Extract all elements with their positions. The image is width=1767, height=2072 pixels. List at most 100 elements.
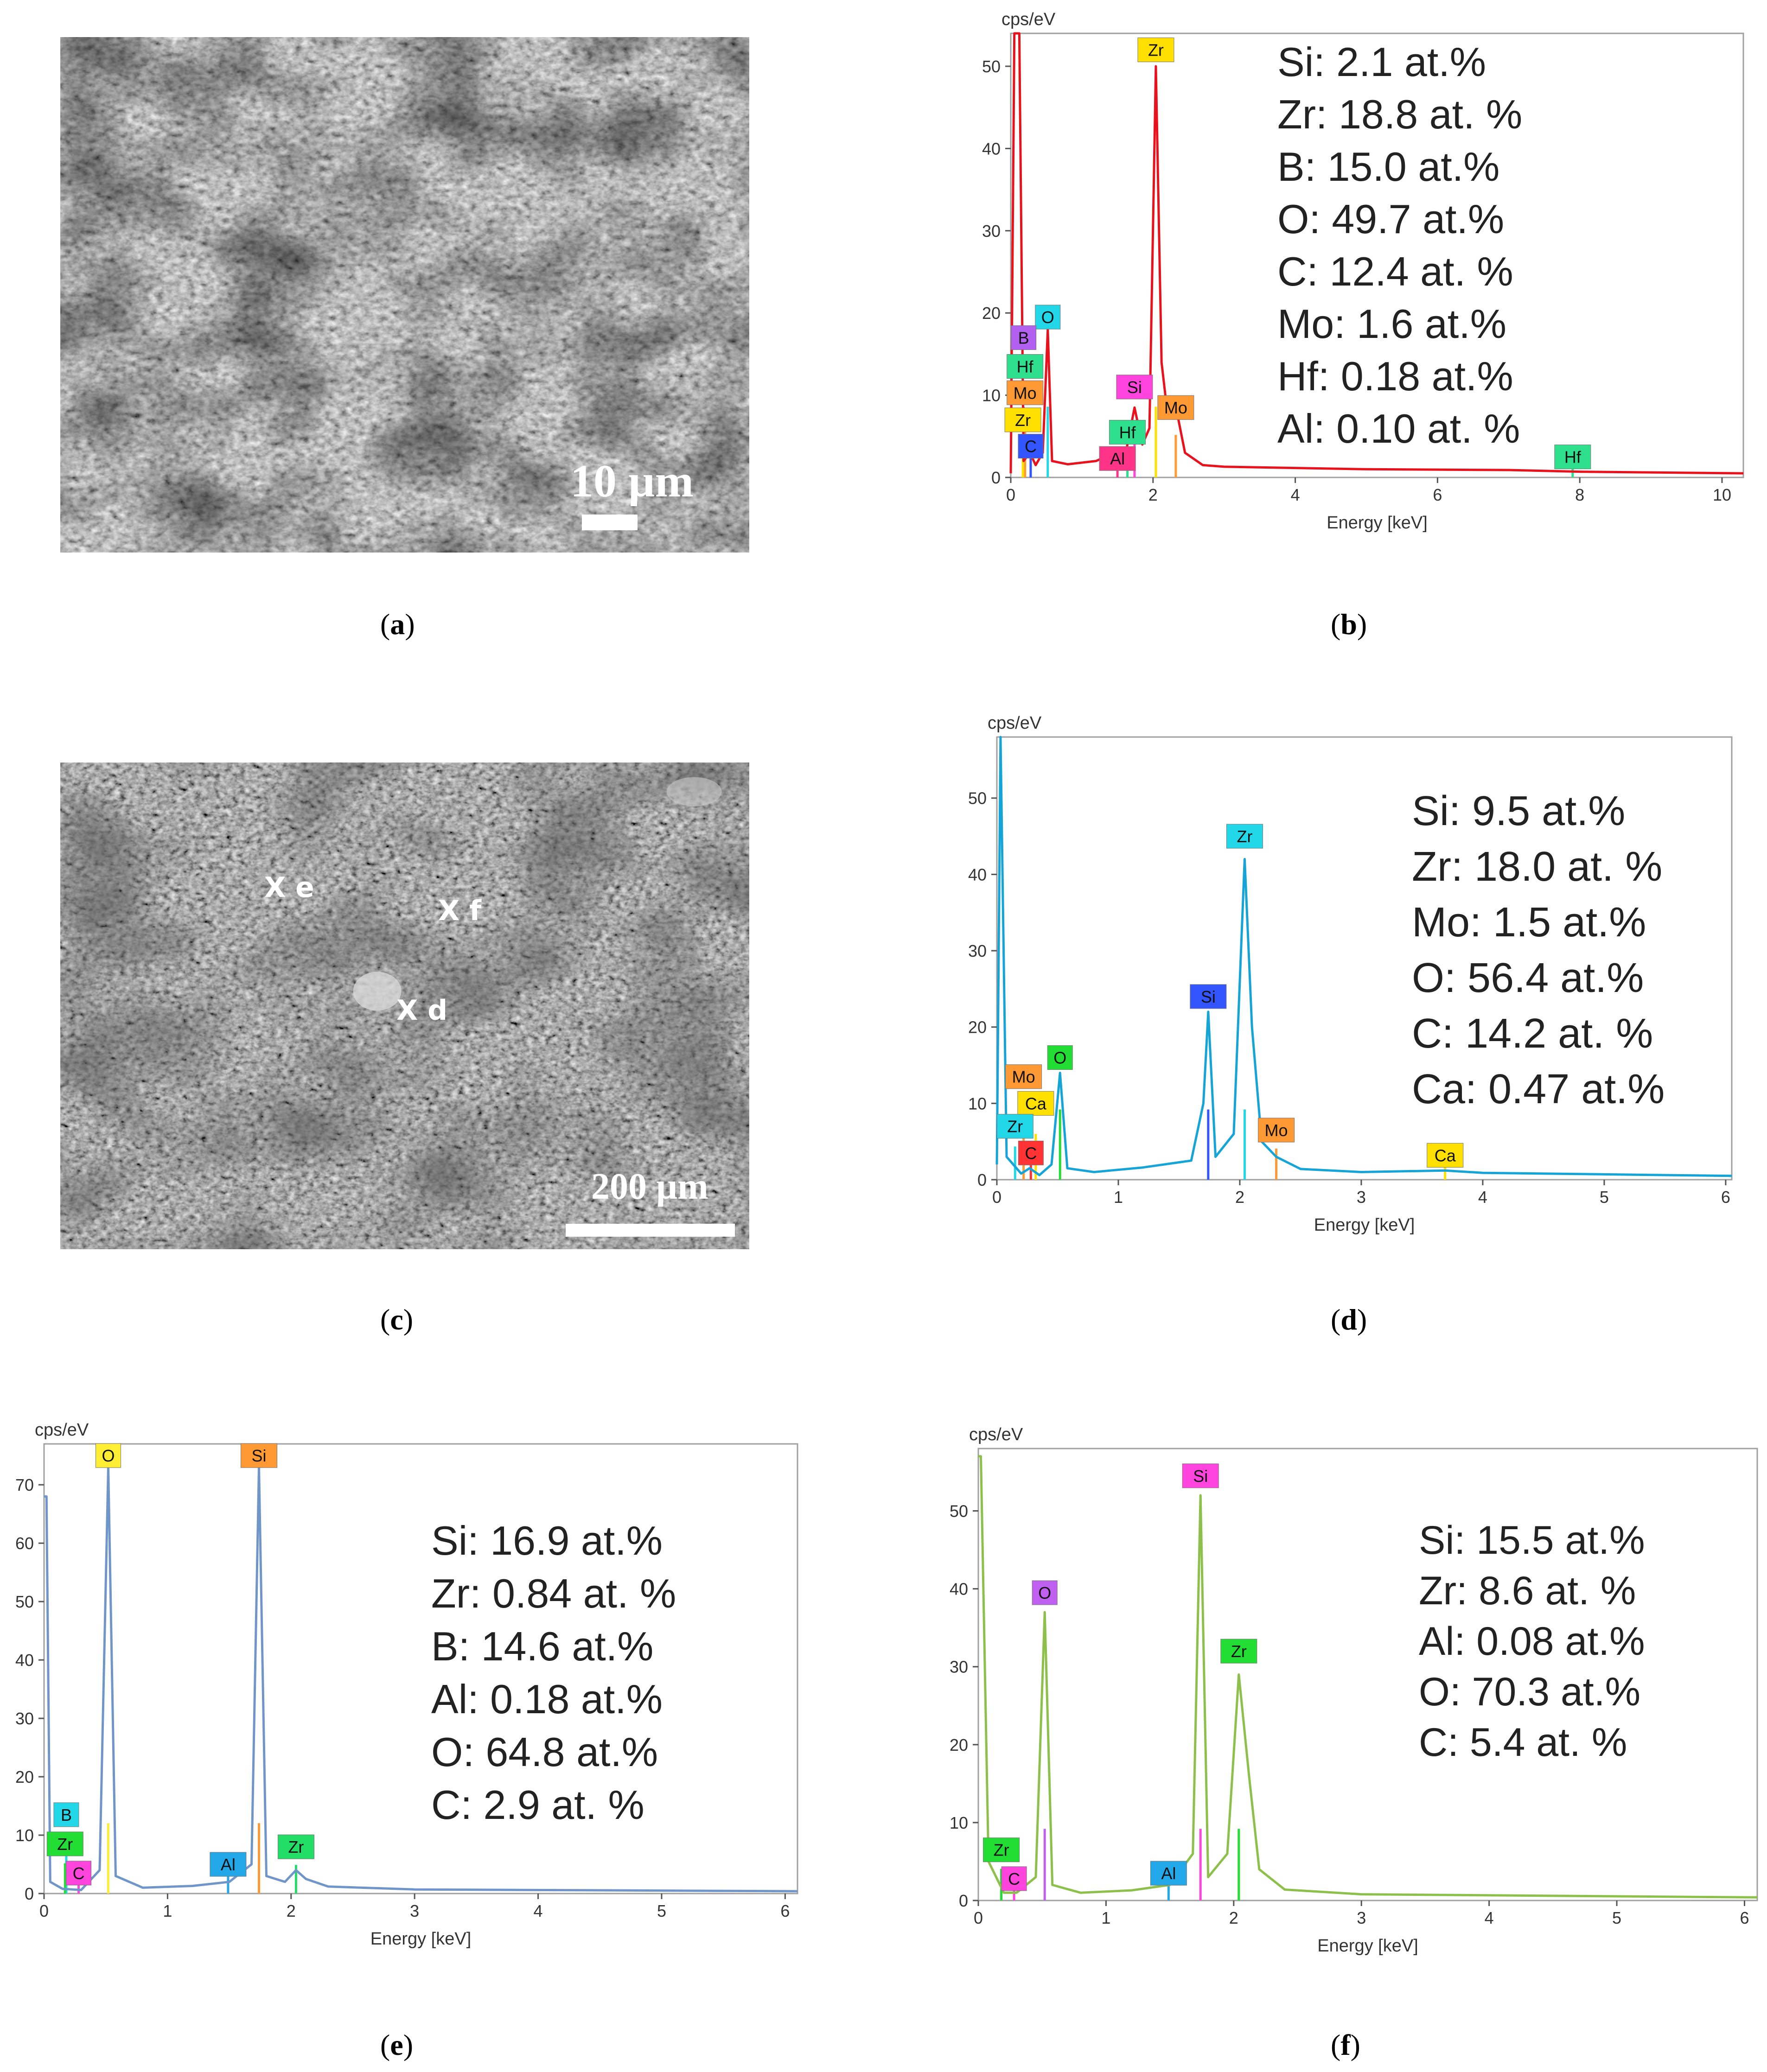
spectrum-d-peak-label: Ca xyxy=(1435,1146,1456,1165)
comp-f-line: Si: 15.5 at.% xyxy=(1419,1518,1645,1563)
spectrum-b-peak-label: B xyxy=(1018,328,1029,347)
spectrum-e-x-tick-label: 6 xyxy=(780,1901,790,1920)
spectrum-b-peak-label: O xyxy=(1041,308,1054,327)
spectrum-d-peak-label-box xyxy=(1190,984,1227,1009)
comp-d-line: C: 14.2 at. % xyxy=(1412,1011,1653,1057)
scale-bar-c xyxy=(566,1224,735,1237)
comp-b-line: Al: 0.10 at. % xyxy=(1277,406,1520,451)
spectrum-f-x-tick-label: 5 xyxy=(1612,1908,1621,1927)
caption-c: (c) xyxy=(380,1303,414,1336)
spectrum-e-x-tick-label: 2 xyxy=(287,1901,296,1920)
spectrum-d-series-line xyxy=(995,736,1732,1177)
spectrum-b-peak-label-box xyxy=(1157,395,1194,420)
comp-e-line: B: 14.6 at.% xyxy=(431,1623,654,1669)
spectrum-e-peak-label-box xyxy=(277,1834,314,1859)
marker-e: X e xyxy=(264,871,314,904)
spectrum-b-y-tick-label: 20 xyxy=(982,304,1001,323)
spectrum-d-plot-area xyxy=(996,736,1733,1181)
caption-a: (a) xyxy=(380,608,415,641)
spectrum-d-peak-label: O xyxy=(1053,1049,1066,1068)
spectrum-d-y-tick-label: 30 xyxy=(968,941,987,960)
spectrum-d-peak-label-box xyxy=(1017,1091,1054,1116)
spectrum-d-peak-label: C xyxy=(1025,1144,1037,1163)
composition-e: Si: 16.9 at.% Zr: 0.84 at. % B: 14.6 at.… xyxy=(431,1520,676,1825)
spectrum-b-x-tick-label: 8 xyxy=(1575,485,1584,504)
spectrum-f-peak-label: Al xyxy=(1161,1864,1176,1883)
spectrum-b-peak-label-box xyxy=(1099,446,1136,471)
marker-f: X f xyxy=(438,895,482,927)
spectrum-f-y-tick-label: 10 xyxy=(950,1813,968,1832)
comp-b-line: C: 12.4 at. % xyxy=(1277,248,1513,294)
comp-f-line: Zr: 8.6 at. % xyxy=(1419,1569,1636,1613)
spectrum-d-x-tick-label: 3 xyxy=(1357,1188,1366,1207)
scale-bar-a xyxy=(582,515,638,530)
spectrum-f-peak-label-box xyxy=(1032,1580,1058,1605)
spectrum-b-peak-label-box xyxy=(1554,445,1591,470)
comp-b-line: Zr: 18.8 at. % xyxy=(1277,91,1523,137)
spectrum-e-y-tick-label: 40 xyxy=(15,1651,34,1670)
spectrum-d-y-tick-label: 0 xyxy=(977,1170,987,1189)
spectrum-e-plot-area xyxy=(43,1443,798,1894)
caption-e: (e) xyxy=(380,2028,414,2061)
spectrum-b-y-tick-label: 10 xyxy=(982,386,1001,405)
sem-texture-a xyxy=(60,37,749,553)
spectrum-d-x-tick-label: 6 xyxy=(1721,1188,1730,1207)
comp-d-line: O: 56.4 at.% xyxy=(1412,955,1644,1001)
spectrum-b-peak-label: Zr xyxy=(1148,40,1164,59)
spectrum-d: 0 1 2 3 4 5 6 0 10 20 30 40 50 cps/eV Energy [keV] Zr Si… xyxy=(968,713,1733,1235)
spectrum-b-peak-label: Hf xyxy=(1119,423,1136,442)
sem-image-c: X e X f X d 200 µm xyxy=(60,763,749,1249)
spectrum-f-peak-label-box xyxy=(1182,1463,1219,1488)
comp-f-line: C: 5.4 at. % xyxy=(1419,1720,1627,1765)
spectrum-f-y-tick-label: 50 xyxy=(950,1501,968,1520)
comp-b-line: Hf: 0.18 at.% xyxy=(1277,353,1513,399)
spectrum-b-y-tick-label: 0 xyxy=(991,468,1001,487)
spectrum-e-peak-label: Zr xyxy=(57,1835,73,1854)
spectrum-b-peak-label-box xyxy=(1116,375,1153,400)
spectrum-f-peak-label: Zr xyxy=(994,1841,1009,1860)
spectrum-b-peak-label: Zr xyxy=(1015,411,1031,430)
spectrum-e-y-tick-label: 20 xyxy=(15,1767,34,1786)
spectrum-f-x-tick-label: 0 xyxy=(974,1908,983,1927)
spectrum-f-y-tick-label: 20 xyxy=(950,1735,968,1754)
spectrum-e-peak-label-box xyxy=(46,1831,83,1856)
spectrum-f-peak-label: C xyxy=(1008,1869,1020,1888)
spectrum-d-svg: 0 1 2 3 4 5 6 0 10 20 30 40 50 cps/eV Energy [keV] Zr Si… xyxy=(968,713,1733,1235)
spectrum-d-peak-label-box xyxy=(1226,824,1263,849)
spectrum-e-x-tick-label: 5 xyxy=(657,1901,666,1920)
spectrum-b-x-tick-label: 4 xyxy=(1291,485,1300,504)
spectrum-e-x-tick-label: 4 xyxy=(534,1901,543,1920)
comp-e-line: C: 2.9 at. % xyxy=(431,1782,644,1828)
spectrum-b-peak-label: Hf xyxy=(1564,448,1582,467)
spectrum-d-y-tick-label: 20 xyxy=(968,1018,987,1037)
spectrum-f-x-tick-label: 6 xyxy=(1740,1908,1749,1927)
spectrum-f-y-tick-label: 40 xyxy=(950,1580,968,1599)
spectrum-b-peak-label: Hf xyxy=(1017,357,1034,376)
spectrum-d-x-tick-label: 5 xyxy=(1600,1188,1609,1207)
spectrum-b-x-tick-label: 2 xyxy=(1148,485,1158,504)
spectrum-d-peak-label: Zr xyxy=(1237,827,1252,846)
spectrum-e-peak-label: B xyxy=(61,1805,72,1824)
scale-label-c: 200 µm xyxy=(591,1166,708,1207)
spectrum-f-peak-label: Si xyxy=(1193,1467,1208,1486)
caption-d-letter: d xyxy=(1340,1303,1357,1336)
spectrum-d-y-tick-label: 10 xyxy=(968,1094,987,1113)
spectrum-f-x-tick-label: 2 xyxy=(1229,1908,1238,1927)
spectrum-e-peak-label: Al xyxy=(221,1855,236,1874)
caption-e-letter: e xyxy=(390,2028,403,2061)
comp-f-line: O: 70.3 at.% xyxy=(1419,1670,1641,1714)
spectrum-d-x-tick-label: 1 xyxy=(1114,1188,1123,1207)
spectrum-e-peak-label: C xyxy=(73,1864,85,1883)
spectrum-b-y-tick-label: 40 xyxy=(982,139,1001,158)
comp-b-line: O: 49.7 at.% xyxy=(1277,196,1505,242)
composition-d: Si: 9.5 at.% Zr: 18.0 at. % Mo: 1.5 at.%… xyxy=(1412,790,1665,1110)
spectrum-f-peak-label: Zr xyxy=(1231,1642,1247,1661)
spectrum-b-peak-label: Si xyxy=(1127,378,1142,397)
spectrum-b-x-tick-label: 6 xyxy=(1433,485,1442,504)
spectrum-e-x-tick-label: 1 xyxy=(163,1901,172,1920)
spectrum-e-y-tick-label: 50 xyxy=(15,1592,34,1611)
scale-label-a: 10 µm xyxy=(570,455,694,507)
spectrum-f-y-tick-label: 30 xyxy=(950,1658,968,1677)
